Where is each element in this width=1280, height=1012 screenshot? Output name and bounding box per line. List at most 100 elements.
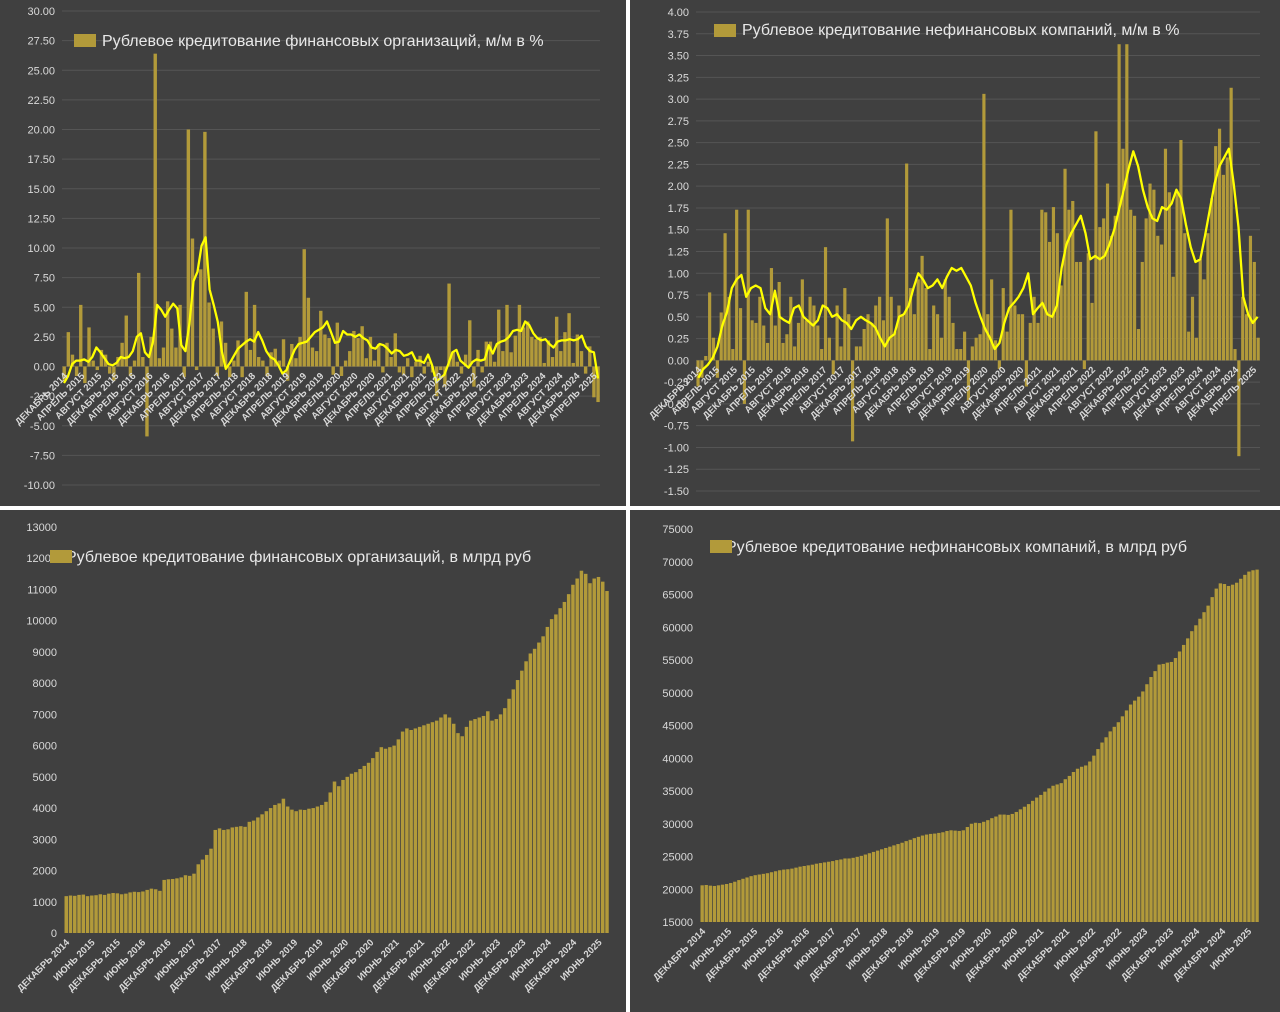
bar (1028, 322, 1032, 361)
bar (804, 320, 808, 361)
bar (364, 358, 368, 367)
bar (141, 357, 145, 367)
bar (947, 296, 951, 361)
bar (712, 885, 717, 922)
bar (207, 302, 211, 367)
y-tick-label: 35000 (662, 786, 693, 798)
bar (562, 601, 567, 933)
y-tick-label: 2.50 (34, 332, 55, 344)
bar (1010, 813, 1014, 922)
bar (532, 648, 537, 933)
bar (1190, 296, 1195, 361)
bar (711, 337, 716, 361)
bar (781, 342, 785, 361)
bar (179, 877, 183, 933)
bar (503, 708, 507, 933)
bar (1067, 209, 1071, 361)
bar (1241, 296, 1245, 361)
bar (507, 698, 511, 933)
bar (924, 288, 928, 361)
bar (1098, 227, 1102, 361)
bar (294, 811, 298, 933)
y-tick-label: 7.50 (34, 273, 55, 285)
bar (762, 325, 766, 361)
bar (294, 358, 298, 367)
bar (247, 821, 252, 933)
bar (385, 342, 389, 367)
bar (439, 717, 443, 933)
y-tick-label: -2.50 (30, 391, 55, 403)
bar (520, 670, 524, 933)
chart-legend-label: Рублевое кредитование финансовых организ… (102, 33, 544, 50)
bar (335, 322, 340, 367)
bar (982, 821, 986, 922)
chart-fin-org-level-svg: 1300012000110001000090008000700060005000… (15, 522, 609, 994)
bar (945, 830, 949, 922)
y-tick-label: 4000 (33, 803, 57, 815)
bar (588, 346, 592, 367)
bar (455, 361, 460, 367)
bar (481, 715, 486, 933)
bar (896, 844, 900, 922)
bar (904, 841, 908, 922)
bar (209, 848, 213, 933)
bar (1252, 261, 1256, 361)
bar (268, 808, 273, 933)
legend-swatch (50, 550, 72, 563)
y-tick-label: -7.50 (30, 450, 55, 462)
bar (1067, 775, 1072, 922)
bar (1047, 788, 1051, 922)
chart-legend-label: Рублевое кредитование нефинансовых компа… (742, 22, 1179, 39)
bar (723, 233, 727, 361)
bar (360, 326, 364, 367)
bar (153, 889, 158, 933)
bar (409, 730, 413, 933)
bar (476, 349, 480, 367)
bar (115, 893, 120, 933)
bar (1005, 331, 1009, 361)
bar (451, 723, 456, 933)
y-tick-label: 20000 (662, 884, 693, 896)
bar (973, 822, 978, 922)
y-tick-label: -1.50 (664, 486, 689, 498)
bar (1128, 704, 1133, 922)
bar (737, 880, 741, 922)
bar (874, 305, 878, 361)
bar (908, 839, 912, 922)
bar (145, 889, 149, 933)
bar (758, 296, 762, 361)
bar (528, 653, 533, 933)
plot-area: 4.00 3.75 3.50 3.25 3.00 2.75 2.50 2.25 2.00 1.75… (647, 7, 1260, 498)
chart-nonfin-mom: 4.00 3.75 3.50 3.25 3.00 2.75 2.50 2.25 2.00 1.75… (630, 0, 1280, 506)
bar (742, 360, 746, 404)
bar (99, 349, 104, 367)
bar (912, 838, 917, 922)
bar (1145, 684, 1149, 922)
bar (1096, 749, 1100, 922)
bar (700, 885, 704, 922)
bar (534, 339, 538, 367)
bar (298, 809, 303, 933)
bar (73, 895, 77, 933)
bar (526, 321, 530, 367)
bar (777, 281, 781, 361)
bar (1161, 663, 1165, 922)
bar (358, 769, 362, 933)
bar (234, 826, 239, 933)
bar (232, 360, 236, 367)
bar (885, 218, 889, 361)
bar (858, 346, 862, 361)
bar (87, 327, 91, 367)
bar (986, 314, 990, 361)
bar (397, 366, 402, 373)
bar (839, 859, 843, 922)
bar (1047, 241, 1052, 361)
bar (920, 255, 924, 361)
bar (112, 366, 116, 381)
bar (1035, 797, 1039, 922)
bar (158, 890, 162, 933)
bar (953, 830, 957, 922)
y-tick-label: 1.50 (668, 225, 689, 237)
bar (226, 829, 230, 933)
bar (704, 356, 708, 361)
